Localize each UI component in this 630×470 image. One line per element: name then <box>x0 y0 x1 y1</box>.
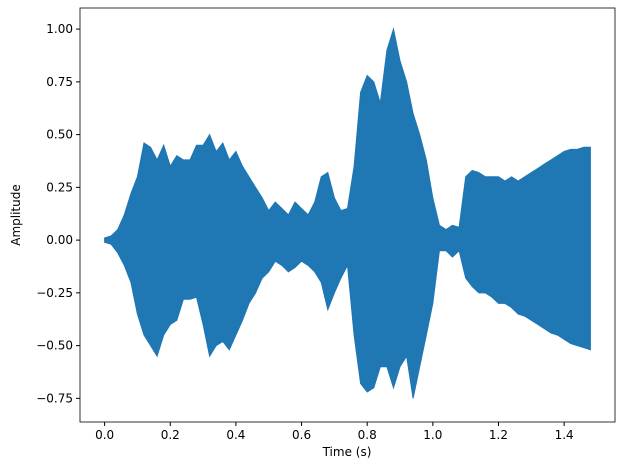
y-tick-label: 0.00 <box>46 233 73 247</box>
plot-frame <box>79 7 616 423</box>
x-tick-label: 0.8 <box>358 428 377 442</box>
y-tick-label: 0.75 <box>46 75 73 89</box>
x-tick-label: 1.4 <box>555 428 574 442</box>
waveform <box>104 27 591 399</box>
y-tick-label: 1.00 <box>46 22 73 36</box>
x-tick-label: 1.2 <box>489 428 508 442</box>
x-tick-label: 0.0 <box>95 428 114 442</box>
x-tick-label: 1.0 <box>423 428 442 442</box>
y-tick-label: −0.75 <box>36 391 73 405</box>
x-tick-label: 0.2 <box>161 428 180 442</box>
x-tick-label: 0.6 <box>292 428 311 442</box>
x-axis-label: Time (s) <box>322 445 372 459</box>
x-tick-label: 0.4 <box>226 428 245 442</box>
y-tick-label: 0.50 <box>46 128 73 142</box>
y-tick-label: 0.25 <box>46 180 73 194</box>
y-tick-label: −0.50 <box>36 339 73 353</box>
y-axis-label: Amplitude <box>9 184 23 246</box>
y-tick-label: −0.25 <box>36 286 73 300</box>
